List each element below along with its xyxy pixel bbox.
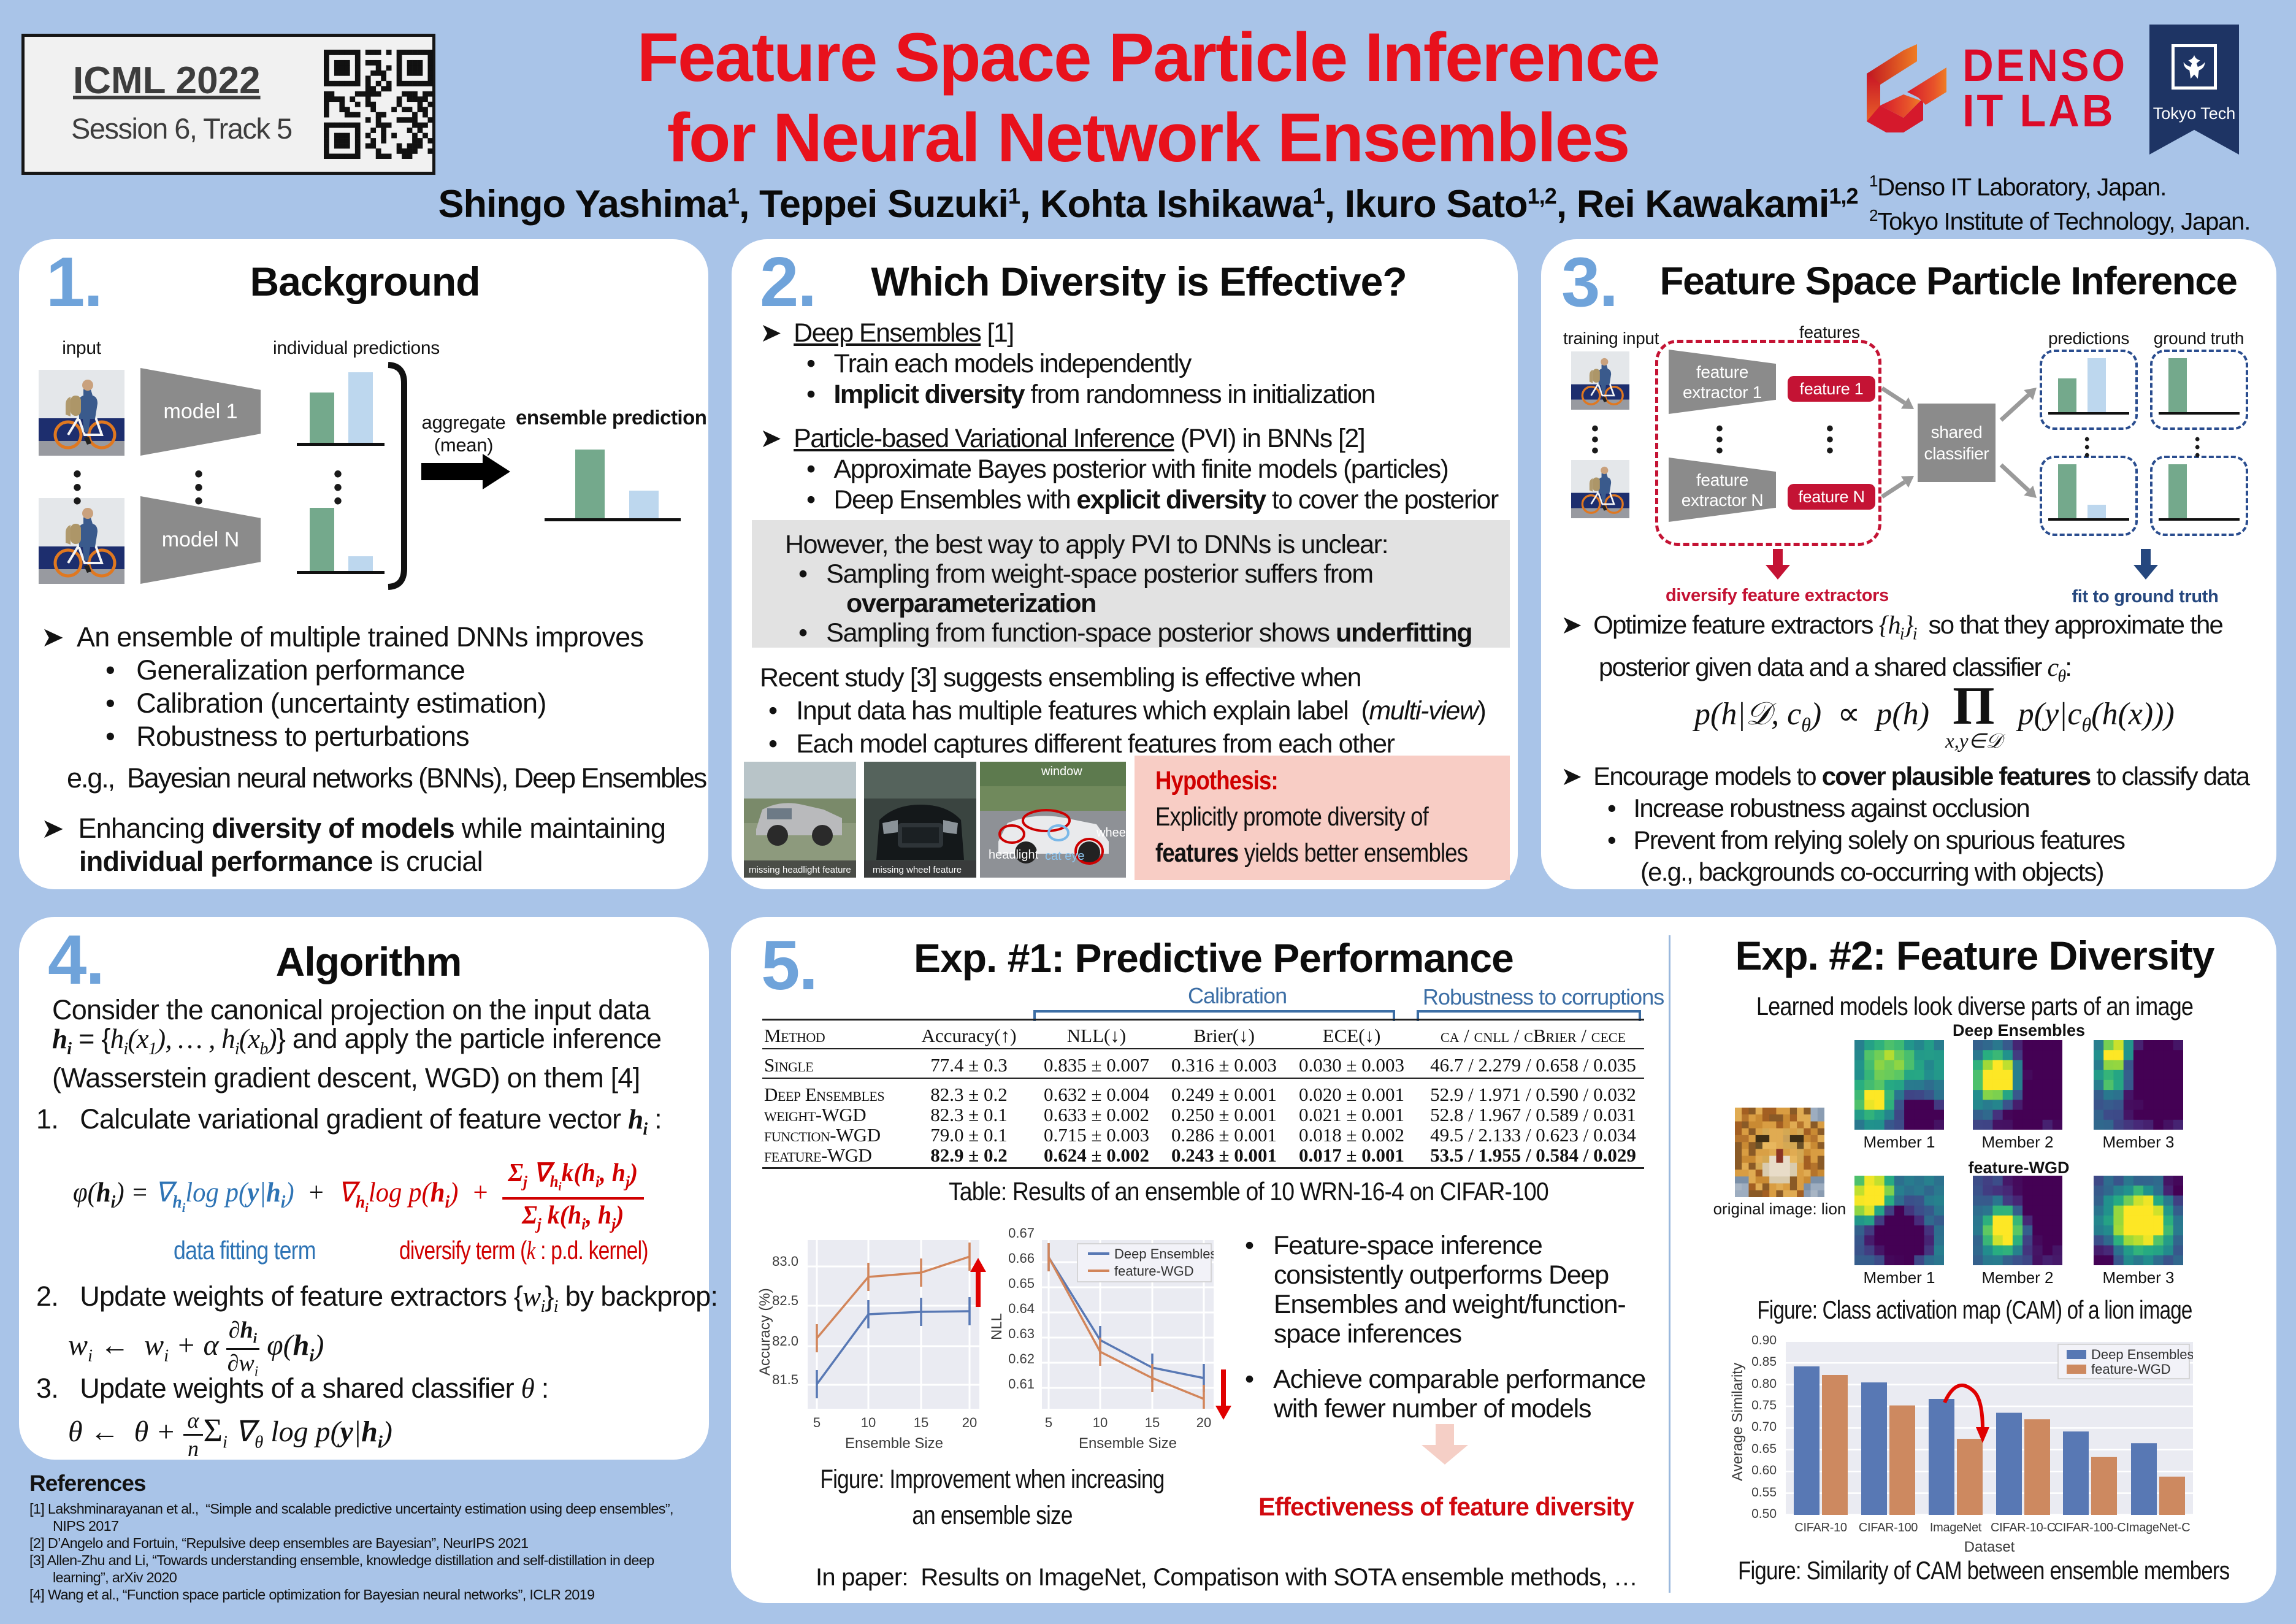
svg-text:missing wheel feature: missing wheel feature xyxy=(873,865,962,875)
svg-text:cat eye: cat eye xyxy=(1045,849,1084,863)
svg-text:Deep Ensembles: Deep Ensembles xyxy=(2091,1347,2193,1362)
svg-text:headlight: headlight xyxy=(989,848,1039,862)
svg-text:wheel: wheel xyxy=(1096,826,1126,840)
svg-text:Deep Ensembles: Deep Ensembles xyxy=(1114,1246,1214,1262)
svg-text:window: window xyxy=(1041,765,1082,778)
svg-text:missing headlight feature: missing headlight feature xyxy=(749,865,851,875)
svg-text:feature-WGD: feature-WGD xyxy=(1114,1263,1194,1279)
svg-text:feature-WGD: feature-WGD xyxy=(2091,1362,2171,1377)
